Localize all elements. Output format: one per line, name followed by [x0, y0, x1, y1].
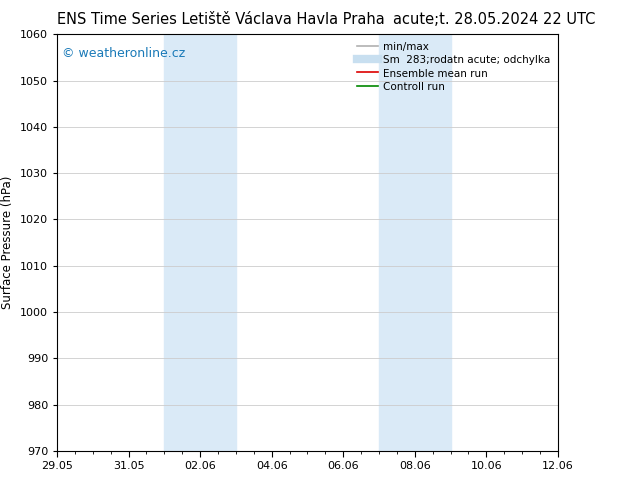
Bar [379, 34, 451, 451]
Bar [164, 34, 236, 451]
Legend: min/max, Sm  283;rodatn acute; odchylka, Ensemble mean run, Controll run: min/max, Sm 283;rodatn acute; odchylka, … [355, 40, 553, 94]
Y-axis label: Surface Pressure (hPa): Surface Pressure (hPa) [1, 176, 15, 309]
Text: ENS Time Series Letiště Václava Havla Praha: ENS Time Series Letiště Václava Havla Pr… [57, 12, 385, 27]
Text: acute;t. 28.05.2024 22 UTC: acute;t. 28.05.2024 22 UTC [393, 12, 595, 27]
Text: © weatheronline.cz: © weatheronline.cz [62, 47, 185, 60]
